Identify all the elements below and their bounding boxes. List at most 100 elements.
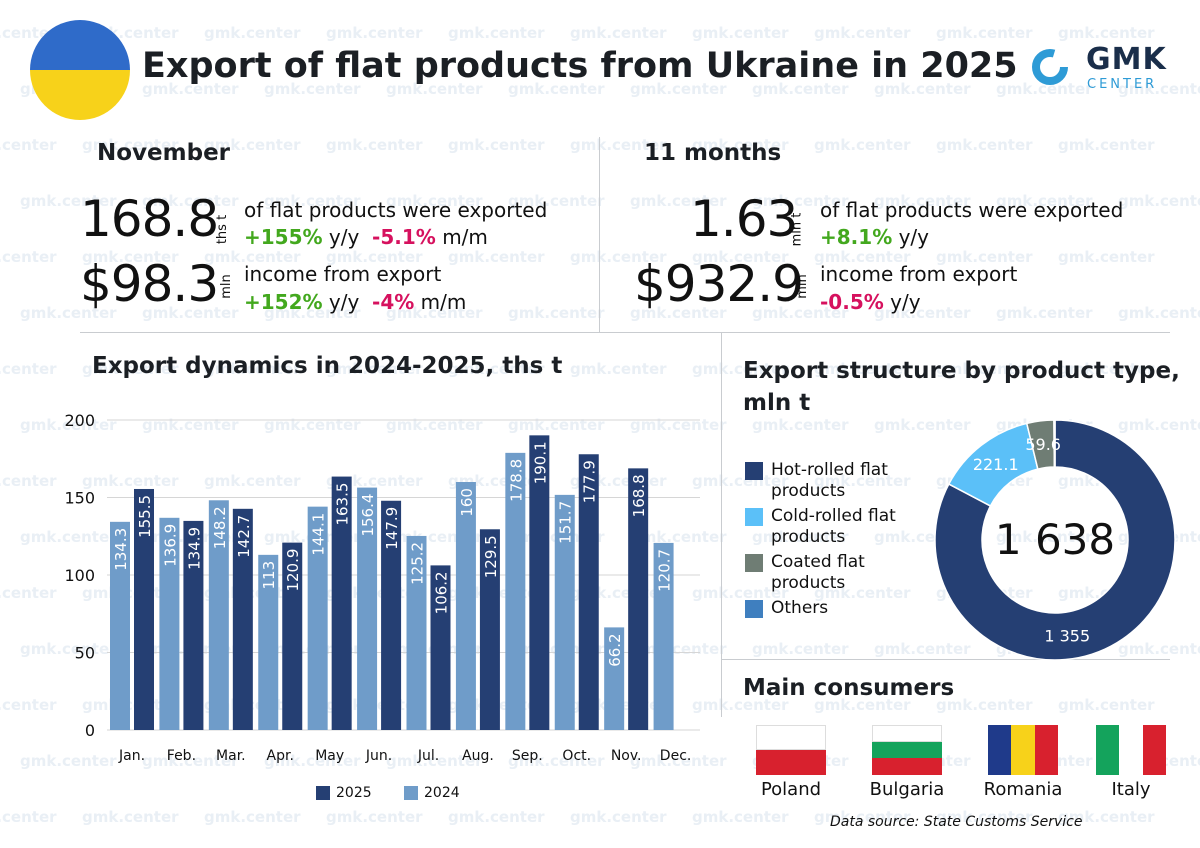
consumers-heading: Main consumers: [743, 675, 955, 701]
bar-chart-title: Export dynamics in 2024-2025, ths t: [92, 353, 563, 379]
bar-value-label: 142.7: [235, 515, 253, 558]
y-tick-label: 200: [64, 411, 95, 430]
november-income-unit: mln: [218, 274, 234, 299]
structure-legend-item: Cold-rolled flat products: [745, 506, 915, 548]
svg-text:gmk.center: gmk.center: [1118, 304, 1200, 322]
legend-swatch: [745, 508, 763, 526]
bar-value-label: 136.9: [161, 524, 179, 567]
svg-text:gmk.center: gmk.center: [1058, 136, 1155, 154]
romania-flag: [988, 725, 1058, 775]
divider: [80, 332, 1170, 333]
bar-value-label: 125.2: [409, 542, 427, 585]
svg-text:gmk.center: gmk.center: [0, 808, 57, 826]
bar-value-label: 168.8: [630, 474, 648, 517]
svg-text:gmk.center: gmk.center: [448, 808, 545, 826]
november-heading: November: [97, 140, 231, 166]
svg-text:gmk.center: gmk.center: [1058, 24, 1155, 42]
months11-income-desc: income from export: [820, 262, 1018, 286]
ukraine-flag-icon: [30, 20, 130, 120]
mm-label: m/m: [420, 290, 467, 314]
svg-text:gmk.center: gmk.center: [448, 136, 545, 154]
x-tick-label: Jun.: [365, 748, 392, 764]
x-tick-label: Feb.: [167, 748, 196, 764]
svg-text:gmk.center: gmk.center: [570, 808, 667, 826]
bar-value-label: 120.9: [284, 549, 302, 592]
months11-volume: 1.63: [690, 190, 798, 248]
bar-value-label: 151.7: [557, 501, 575, 544]
slice-value-label: 59.6: [1025, 435, 1061, 454]
bar-value-label: 177.9: [581, 460, 599, 503]
months11-heading: 11 months: [644, 140, 782, 166]
bar-2025: [232, 508, 253, 730]
bar-2025: [430, 565, 451, 730]
months11-income: $932.9: [634, 255, 804, 313]
svg-text:gmk.center: gmk.center: [448, 24, 545, 42]
donut-total: 1 638: [995, 515, 1115, 564]
y-tick-label: 50: [75, 644, 95, 663]
legend-swatch: [745, 600, 763, 618]
x-tick-label: Mar.: [216, 748, 246, 764]
bar-2025: [578, 454, 599, 730]
months11-income-unit: mln: [794, 274, 810, 299]
svg-text:gmk.center: gmk.center: [692, 24, 789, 42]
svg-text:gmk.center: gmk.center: [0, 584, 57, 602]
svg-text:gmk.center: gmk.center: [204, 24, 301, 42]
bar-value-label: 156.4: [359, 494, 377, 537]
november-volume-desc: of flat products were exported: [244, 198, 548, 222]
yy-label: y/y: [890, 290, 921, 314]
donut-slice: [1053, 419, 1056, 468]
logo-name: GMK: [1086, 42, 1167, 77]
svg-text:gmk.center: gmk.center: [0, 472, 57, 490]
bar-value-label: 129.5: [482, 535, 500, 578]
svg-text:gmk.center: gmk.center: [814, 136, 911, 154]
legend-label: Hot-rolled flat products: [771, 460, 888, 501]
legend-swatch: [745, 462, 763, 480]
donut-slice: [934, 419, 1176, 661]
bar-value-label: 134.9: [185, 527, 203, 570]
november-income: $98.3: [80, 255, 219, 313]
x-tick-label: Oct.: [562, 748, 591, 764]
page-title: Export of flat products from Ukraine in …: [142, 46, 1018, 86]
svg-text:gmk.center: gmk.center: [570, 360, 667, 378]
bar-2024: [357, 487, 378, 730]
november-income-changes: +152% y/y -4% m/m: [244, 290, 466, 314]
legend-label: Cold-rolled flat products: [771, 506, 896, 547]
x-tick-label: Sep.: [512, 748, 543, 764]
consumer-name-poland: Poland: [760, 779, 822, 800]
november-income-yy: +152%: [244, 290, 323, 314]
yy-label: y/y: [328, 290, 360, 314]
svg-text:gmk.center: gmk.center: [570, 24, 667, 42]
bar-value-label: 160: [458, 488, 476, 517]
legend-label-2024: 2024: [424, 785, 460, 801]
november-volume-mm: -5.1%: [372, 225, 436, 249]
legend-label: Others: [771, 598, 829, 618]
yy-label: y/y: [898, 225, 930, 249]
bar-value-label: 178.8: [507, 459, 525, 502]
bar-2025: [381, 500, 402, 730]
svg-text:gmk.center: gmk.center: [0, 696, 57, 714]
svg-text:gmk.center: gmk.center: [692, 808, 789, 826]
bar-value-label: 190.1: [531, 441, 549, 484]
bar-2025: [628, 468, 649, 730]
svg-text:gmk.center: gmk.center: [1058, 248, 1155, 266]
legend-label-2025: 2025: [336, 785, 372, 801]
bar-2024: [455, 482, 476, 730]
structure-legend-item: Others: [745, 598, 915, 619]
poland-flag: [756, 725, 826, 775]
consumer-name-italy: Italy: [1111, 779, 1151, 800]
mm-label: m/m: [442, 225, 488, 249]
november-income-mm: -4%: [372, 290, 415, 314]
bar-2024: [110, 521, 130, 730]
x-tick-label: Apr.: [267, 748, 294, 764]
bar-value-label: 147.9: [383, 507, 401, 550]
months11-volume-desc: of flat products were exported: [820, 198, 1124, 222]
bar-2024: [505, 452, 526, 730]
svg-text:gmk.center: gmk.center: [752, 640, 849, 658]
x-tick-label: May: [315, 748, 344, 764]
bar-2024: [554, 494, 575, 730]
bar-value-label: 66.2: [606, 633, 624, 666]
data-source: Data source: State Customs Service: [830, 814, 1083, 830]
structure-legend-item: Coated flat products: [745, 552, 915, 594]
bar-2024: [653, 542, 674, 730]
y-tick-label: 100: [64, 566, 95, 585]
